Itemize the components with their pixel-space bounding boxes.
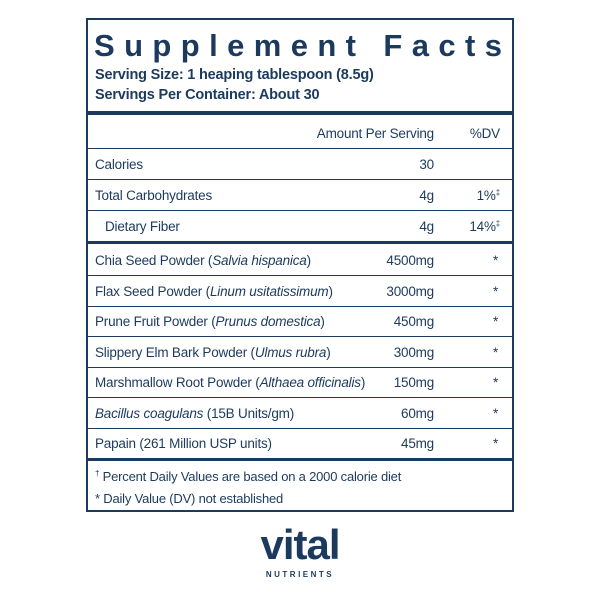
servings-per-container: Servings Per Container: About 30 <box>95 87 320 103</box>
ingredient-name: Slippery Elm Bark Powder (Ulmus rubra) <box>95 344 331 360</box>
name-part: Slippery Elm Bark Powder ( <box>95 344 255 360</box>
name-part: Salvia hispanica <box>212 253 307 268</box>
name-part: Linum usitatissimum <box>209 283 329 299</box>
footnote-text: * Daily Value (DV) not established <box>95 490 284 506</box>
ingredient-name: Prune Fruit Powder (Prunus domestica) <box>95 314 325 329</box>
ingredient-amount: 150mg <box>393 375 434 390</box>
ingredient-row: Prune Fruit Powder (Prunus domestica) 450… <box>88 306 512 337</box>
ingredient-amount: 3000mg <box>386 283 434 299</box>
ingredient-dv: * <box>492 253 498 268</box>
logo-sub: NUTRIENTS <box>265 570 335 579</box>
ingredient-name: Bacillus coagulans (15B Units/gm) <box>95 406 294 421</box>
name-part: Marshmallow Root Powder ( <box>95 375 260 390</box>
ingredient-row: Slippery Elm Bark Powder (Ulmus rubra) 30… <box>88 337 512 368</box>
footnote: † Percent Daily Values are based on a 20… <box>95 469 401 484</box>
ingredient-amount: 45mg <box>401 436 434 451</box>
ingredient-amount: 450mg <box>393 314 434 329</box>
nutrient-name: Dietary Fiber <box>105 219 180 234</box>
ingredient-dv: * <box>492 344 498 360</box>
dv-value: 1% <box>476 188 496 203</box>
name-part: Prune Fruit Powder ( <box>95 314 216 329</box>
footnote-text: Percent Daily Values are based on a 2000… <box>99 468 402 484</box>
header-dv: %DV <box>469 126 500 141</box>
name-part: Althaea officinalis <box>259 375 361 390</box>
ingredient-dv: * <box>492 375 498 390</box>
ingredient-name: Chia Seed Powder (Salvia hispanica) <box>95 253 311 268</box>
ingredient-name: Marshmallow Root Powder (Althaea officin… <box>95 375 365 390</box>
nutrient-amount: 30 <box>419 157 434 172</box>
logo-brand: vital <box>260 521 340 568</box>
title: Supplement Facts <box>94 28 512 63</box>
ingredient-amount: 4500mg <box>386 253 434 268</box>
name-part: (15B Units/gm) <box>203 405 294 421</box>
thick-rule <box>88 457 512 461</box>
supplement-facts-panel: Supplement Facts Serving Size: 1 heaping… <box>86 18 514 512</box>
name-part: Prunus domestica <box>215 314 321 329</box>
name-part: ) <box>306 253 312 268</box>
footnote-symbol: † <box>95 468 100 478</box>
ingredient-row: Papain (261 Million USP units) 45mg * <box>88 428 512 458</box>
nutrient-name: Calories <box>95 157 143 172</box>
ingredient-dv: * <box>492 405 498 421</box>
name-part: ) <box>326 344 331 360</box>
nutrient-dv: 14%‡ <box>469 219 500 234</box>
header-row: Amount Per Serving %DV <box>88 118 512 149</box>
dv-mark: ‡ <box>495 219 500 228</box>
ingredient-dv: * <box>492 436 498 451</box>
name-part: Chia Seed Powder ( <box>95 253 213 268</box>
nutrient-name: Total Carbohydrates <box>95 188 213 203</box>
nutrient-dv: 1%‡ <box>476 188 501 203</box>
ingredient-row: Marshmallow Root Powder (Althaea officin… <box>88 367 512 398</box>
name-part: Papain (261 Million USP units) <box>95 436 272 451</box>
dv-mark: ‡ <box>495 188 500 197</box>
ingredient-dv: * <box>492 314 498 329</box>
nutrient-row: Total Carbohydrates 4g 1%‡ <box>88 180 512 211</box>
ingredient-row: Bacillus coagulans (15B Units/gm) 60mg * <box>88 398 512 429</box>
name-part: Flax Seed Powder ( <box>95 283 210 299</box>
nutrient-amount: 4g <box>419 188 434 203</box>
dv-value: 14% <box>469 219 496 234</box>
footnote: * Daily Value (DV) not established <box>95 491 283 506</box>
name-part: ) <box>360 375 366 390</box>
ingredient-amount: 300mg <box>393 344 434 360</box>
nutrient-amount: 4g <box>419 219 434 234</box>
nutrient-row: Calories 30 <box>88 149 512 180</box>
ingredient-name: Flax Seed Powder (Linum usitatissimum) <box>95 284 333 299</box>
serving-size: Serving Size: 1 heaping tablespoon (8.5g… <box>95 67 374 83</box>
name-part: Ulmus rubra <box>254 344 327 360</box>
header-amount: Amount Per Serving <box>316 126 434 141</box>
name-part: ) <box>328 283 333 299</box>
nutrient-row: Dietary Fiber 4g 14%‡ <box>88 211 512 241</box>
name-part: ) <box>320 314 325 329</box>
thick-rule <box>88 241 512 244</box>
ingredient-row: Flax Seed Powder (Linum usitatissimum) 30… <box>88 276 512 307</box>
thick-rule <box>88 111 512 115</box>
name-part: Bacillus coagulans <box>95 405 204 421</box>
ingredient-dv: * <box>492 283 498 299</box>
ingredient-row: Chia Seed Powder (Salvia hispanica) 4500m… <box>88 245 512 276</box>
ingredient-amount: 60mg <box>401 405 434 421</box>
ingredient-name: Papain (261 Million USP units) <box>95 436 272 451</box>
